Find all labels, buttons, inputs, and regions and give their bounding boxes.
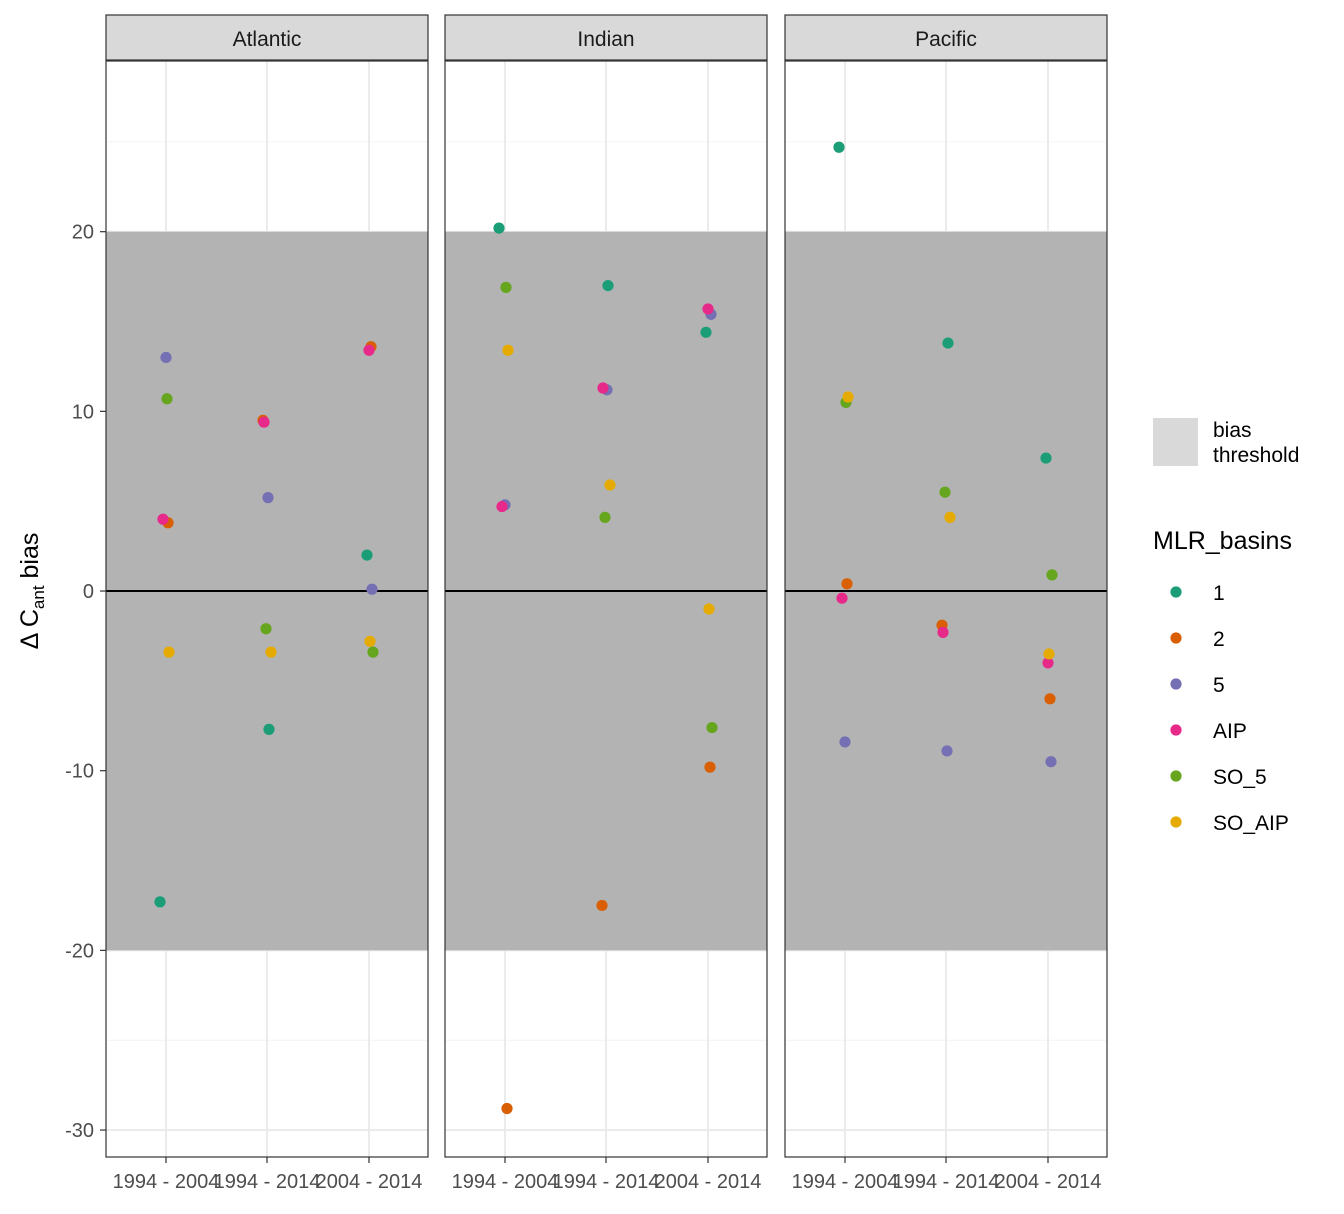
point-pacific-so_5-3: [1046, 569, 1058, 581]
point-indian-so_5-2: [599, 511, 611, 523]
point-indian-so_aip-3: [703, 603, 715, 615]
point-atlantic-1-2: [263, 723, 275, 735]
x-tick-label: 2004 - 2014: [995, 1171, 1102, 1193]
y-axis-title-main: Δ C: [16, 609, 44, 649]
point-indian-so_aip-2: [604, 479, 616, 491]
x-tick-label: 2004 - 2014: [316, 1171, 423, 1193]
point-atlantic-so_aip-1: [163, 646, 175, 658]
legend-bias-threshold-swatch: [1153, 418, 1198, 466]
point-indian-1-2: [602, 279, 614, 292]
x-tick-label: 1994 - 2014: [553, 1171, 660, 1193]
legend-label-5: 5: [1213, 674, 1225, 697]
point-pacific-1-2: [942, 337, 954, 349]
x-tick-label: 2004 - 2014: [655, 1171, 762, 1193]
point-pacific-1-3: [1040, 452, 1052, 464]
point-atlantic-so_5-3: [367, 646, 379, 658]
point-pacific-aip-2: [937, 626, 949, 638]
point-atlantic-5-3: [366, 583, 378, 595]
point-atlantic-1-1: [154, 896, 166, 908]
point-indian-so_5-1: [500, 281, 512, 293]
point-indian-so_aip-1: [502, 344, 514, 356]
x-tick-label: 1994 - 2004: [452, 1171, 559, 1193]
point-indian-aip-1: [496, 500, 508, 513]
point-indian-aip-2: [597, 382, 609, 394]
point-pacific-aip-1: [836, 592, 848, 604]
legend-key-aip: [1170, 724, 1182, 736]
point-pacific-so_5-2: [939, 486, 951, 498]
y-axis: -30 -20 -10 0 10 20 Δ Cant bias: [16, 222, 106, 1142]
point-indian-2-1: [501, 1102, 513, 1115]
point-atlantic-5-1: [160, 351, 172, 364]
point-atlantic-so_aip-2: [265, 646, 277, 658]
point-atlantic-1-3: [361, 549, 373, 561]
legend-label-1: 1: [1213, 582, 1225, 605]
point-atlantic-aip-2: [258, 416, 270, 428]
facet-strip-label: Indian: [577, 28, 634, 51]
legend-label-so_aip: SO_AIP: [1213, 812, 1289, 835]
x-tick-label: 1994 - 2004: [792, 1171, 899, 1193]
legend-bias-threshold-label-2: threshold: [1213, 444, 1299, 467]
point-pacific-aip-3: [1042, 657, 1054, 669]
point-indian-2-2: [596, 899, 608, 912]
point-indian-aip-3: [702, 303, 714, 315]
legend-key-so_aip: [1170, 816, 1182, 828]
point-atlantic-aip-3: [363, 344, 375, 356]
point-atlantic-so_5-2: [260, 623, 272, 635]
point-atlantic-aip-1: [157, 513, 169, 525]
facet-strip-label: Atlantic: [233, 28, 302, 51]
point-atlantic-so_5-1: [161, 393, 173, 405]
y-tick-label: -30: [65, 1120, 94, 1142]
y-axis-title-sub: ant: [29, 585, 48, 609]
legend-title: MLR_basins: [1153, 527, 1292, 555]
y-tick-label: 10: [72, 401, 94, 423]
legend-key-2: [1170, 632, 1182, 644]
facet-strip: [444, 14, 768, 61]
legend-key-5: [1170, 678, 1182, 690]
point-atlantic-so_aip-3: [364, 635, 376, 647]
facet-strip: [784, 14, 1108, 61]
point-pacific-so_aip-2: [944, 511, 956, 523]
facet-strip-label: Pacific: [915, 28, 977, 51]
point-pacific-2-1: [841, 578, 853, 590]
y-tick-label: 20: [72, 222, 94, 244]
point-indian-1-3: [700, 326, 712, 338]
legend-key-1: [1170, 586, 1182, 598]
point-pacific-so_aip-3: [1043, 648, 1055, 660]
point-pacific-5-2: [941, 745, 953, 757]
x-tick-label: 1994 - 2004: [113, 1171, 220, 1193]
y-tick-label: -10: [65, 761, 94, 783]
point-indian-so_5-3: [706, 721, 718, 734]
legend-key-so_5: [1170, 770, 1182, 782]
point-pacific-1-1: [833, 141, 845, 153]
point-indian-2-3: [704, 761, 716, 773]
legend-bias-threshold-label-1: bias: [1213, 419, 1252, 442]
legend-label-2: 2: [1213, 628, 1225, 651]
y-axis-title-suffix: bias: [16, 533, 44, 586]
legend-label-aip: AIP: [1213, 720, 1247, 743]
point-pacific-5-3: [1045, 756, 1057, 768]
x-tick-label: 1994 - 2014: [214, 1171, 321, 1193]
point-pacific-2-3: [1044, 693, 1056, 705]
y-tick-label: 0: [83, 581, 94, 603]
y-tick-label: -20: [65, 940, 94, 962]
point-pacific-so_aip-1: [842, 391, 854, 403]
x-tick-label: 1994 - 2014: [893, 1171, 1000, 1193]
point-atlantic-5-2: [262, 492, 274, 504]
legend-label-so_5: SO_5: [1213, 766, 1267, 789]
y-axis-title: Δ Cant bias: [16, 533, 48, 650]
facet-strip: [105, 14, 429, 61]
point-pacific-5-1: [839, 736, 851, 748]
point-indian-1-1: [493, 222, 505, 234]
